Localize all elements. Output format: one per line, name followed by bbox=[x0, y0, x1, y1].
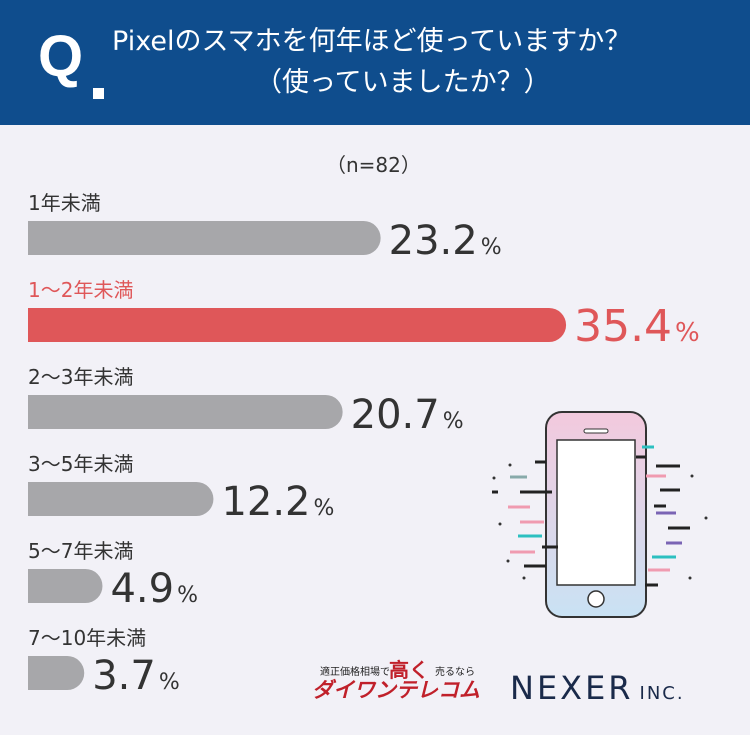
value-label: 4.9% bbox=[110, 566, 198, 612]
value-label: 20.7% bbox=[351, 392, 464, 438]
value-label: 23.2% bbox=[389, 218, 502, 264]
nexer-logo-inc: INC. bbox=[639, 683, 685, 704]
value-label: 35.4% bbox=[574, 301, 700, 352]
category-label: 2〜3年未満 bbox=[28, 365, 133, 389]
nexer-logo: NEXER INC. bbox=[510, 672, 685, 704]
category-label: 1〜2年未満 bbox=[28, 278, 133, 302]
q-mark: Q bbox=[38, 24, 84, 89]
question-title-line2: （使っていましたか？） bbox=[255, 67, 551, 98]
nexer-logo-text: NEXER bbox=[510, 669, 634, 707]
category-label: 5〜7年未満 bbox=[28, 539, 133, 563]
category-label: 7〜10年未満 bbox=[28, 626, 146, 650]
bar bbox=[28, 221, 381, 255]
question-title-line1: Pixelのスマホを何年ほど使っていますか？ bbox=[112, 26, 632, 57]
header-banner: Q Pixelのスマホを何年ほど使っていますか？ （使っていましたか？） bbox=[0, 0, 750, 125]
bar bbox=[28, 308, 567, 342]
daiwan-tagline-end: 売るなら bbox=[435, 667, 475, 678]
category-label: 1年未満 bbox=[28, 191, 101, 215]
daiwan-telecom-logo: 適正価格相場で 高く 売るなら ダイワンテレコム bbox=[312, 660, 482, 704]
daiwan-tagline-highlight: 高く bbox=[389, 658, 429, 682]
category-label: 3〜5年未満 bbox=[28, 452, 133, 476]
q-dot bbox=[93, 88, 104, 99]
bar bbox=[28, 656, 85, 690]
daiwan-tagline: 適正価格相場で bbox=[320, 667, 390, 678]
daiwan-brand-name: ダイワンテレコム bbox=[312, 678, 480, 702]
smartphone-illustration bbox=[492, 411, 708, 618]
bar bbox=[28, 569, 103, 603]
value-label: 12.2% bbox=[221, 479, 334, 525]
bar bbox=[28, 395, 343, 429]
sample-size-label: （n=82） bbox=[326, 153, 421, 177]
value-label: 3.7% bbox=[92, 653, 180, 699]
bar bbox=[28, 482, 214, 516]
